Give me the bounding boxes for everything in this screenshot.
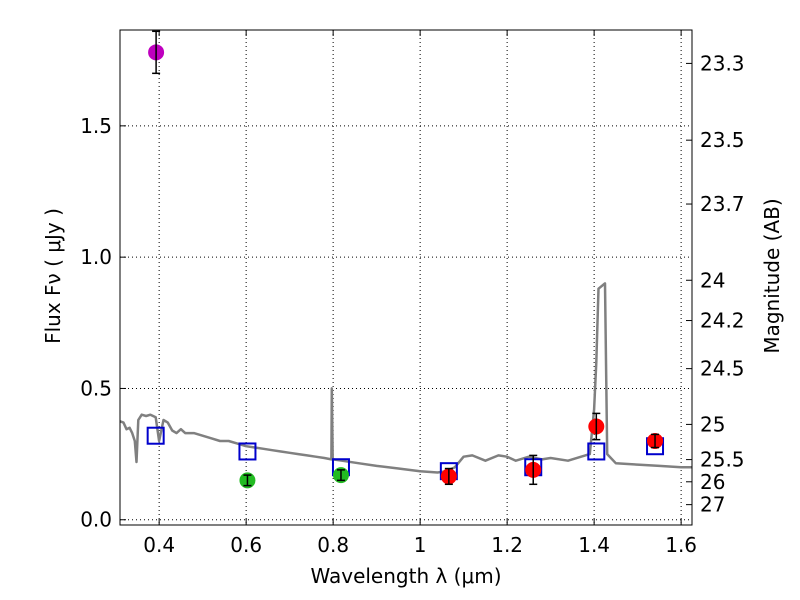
y2-tick-label: 27 [700, 493, 725, 517]
y2-tick-label: 24.2 [700, 309, 745, 333]
x-tick-label: 1.6 [665, 533, 697, 557]
y-tick-label: 0.0 [80, 508, 112, 532]
y2-tick-label: 23.7 [700, 192, 745, 216]
y2-tick-label: 25.5 [700, 448, 745, 472]
y2-tick-label: 26 [700, 470, 725, 494]
y2-tick-label: 23.3 [700, 51, 745, 75]
axes: 0.4 0.6 0.8 1 1.2 1.4 1.6 0.0 0.5 1.0 1.5 23.3 23.5 2… [80, 29, 745, 557]
x-tick-label: 0.6 [230, 533, 262, 557]
plot-frame [119, 29, 693, 526]
model-photometry-square [238, 442, 257, 461]
x-tick-label: 1.4 [578, 533, 610, 557]
model-photometry-square [146, 426, 165, 445]
model-photometry-square [587, 442, 606, 461]
x-tick-label: 0.8 [317, 533, 349, 557]
model-sed-line [120, 282, 692, 474]
x-axis-label: Wavelength λ (μm) [310, 564, 501, 588]
x-tick-label: 1.2 [491, 533, 523, 557]
plot-area [120, 30, 692, 489]
y2-tick-label: 23.5 [700, 128, 745, 152]
x-tick-label: 1 [414, 533, 427, 557]
y-tick-label: 0.5 [80, 376, 112, 400]
y2-tick-label: 24 [700, 268, 725, 292]
y2-tick-label: 25 [700, 412, 725, 436]
y-tick-label: 1.5 [80, 114, 112, 138]
x-tick-label: 0.4 [143, 533, 175, 557]
y-axis-label: Flux Fν ( μJy ) [41, 208, 65, 344]
y2-tick-label: 24.5 [700, 357, 745, 381]
y2-axis-label: Magnitude (AB) [760, 198, 784, 353]
y-tick-label: 1.0 [80, 245, 112, 269]
